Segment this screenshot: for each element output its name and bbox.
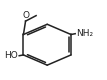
Text: HO: HO	[4, 51, 18, 60]
Text: NH₂: NH₂	[76, 29, 93, 38]
Text: O: O	[22, 11, 29, 20]
